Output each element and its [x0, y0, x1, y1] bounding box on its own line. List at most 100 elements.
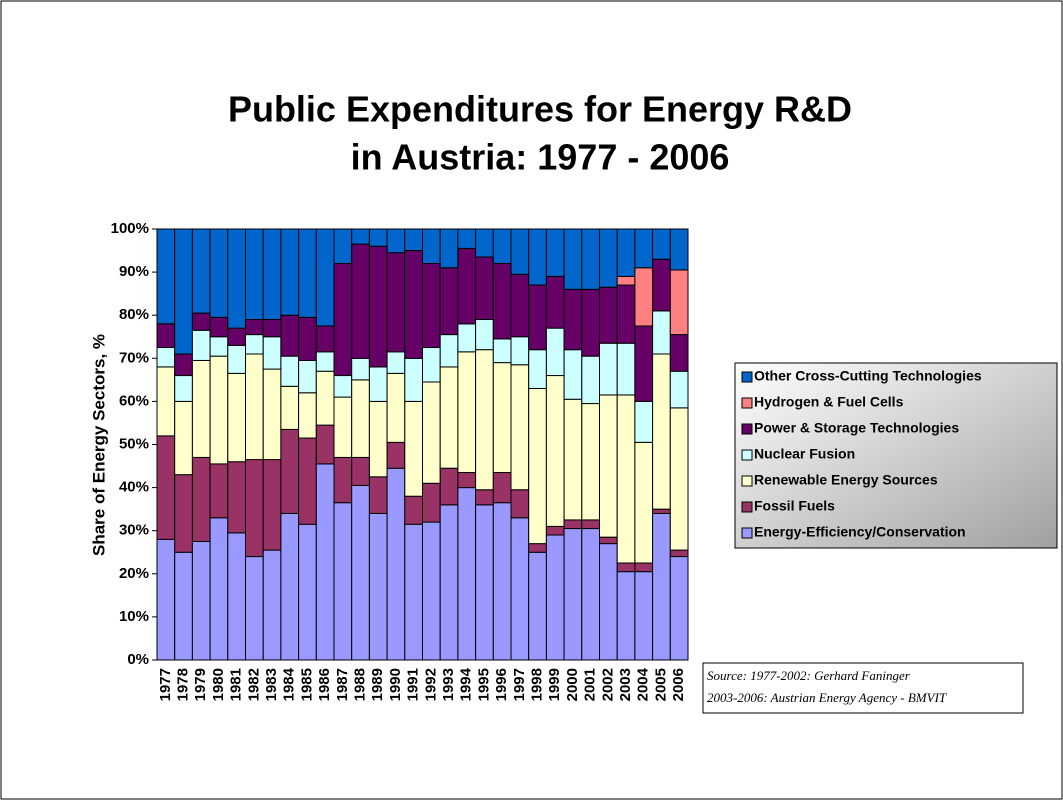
bar-segment: [333, 502, 353, 661]
bar-segment: [245, 319, 264, 336]
bar-segment: [386, 252, 406, 353]
bar-segment: [174, 474, 193, 553]
bar-segment: [581, 528, 600, 661]
bar-segment: [457, 472, 477, 489]
bar-segment: [475, 319, 494, 351]
x-tick-label: 1989: [369, 668, 386, 701]
legend-swatch: [741, 501, 753, 513]
bar-segment: [174, 375, 193, 402]
chart-title: Public Expenditures for Energy R&D: [228, 89, 852, 130]
bar-segment: [475, 349, 494, 491]
y-tick-label: 50%: [119, 435, 149, 452]
bar-segment: [492, 502, 512, 661]
bar-segment: [599, 228, 618, 288]
bar-segment: [191, 456, 211, 542]
legend-swatch: [741, 527, 753, 539]
bar-segment: [581, 519, 600, 530]
bar-segment: [280, 385, 300, 430]
bar-segment: [528, 543, 547, 553]
bar-segment: [333, 228, 353, 264]
bar-segment: [262, 336, 282, 370]
bar-segment: [191, 312, 211, 331]
bar-segment: [457, 247, 477, 325]
bar-segment: [439, 228, 459, 269]
bar-segment: [245, 334, 264, 355]
bar-segment: [457, 228, 477, 249]
bar-segment: [333, 396, 353, 458]
bar-segment: [510, 336, 530, 366]
x-tick-label: 2000: [564, 668, 581, 701]
bar-segment: [315, 424, 335, 465]
legend-swatch: [741, 397, 753, 409]
bar-segment: [563, 349, 583, 400]
bar-segment: [510, 489, 530, 519]
bar-segment: [510, 517, 530, 661]
bar-segment: [545, 534, 565, 661]
bar-segment: [227, 461, 247, 534]
x-tick-label: 1987: [334, 668, 351, 701]
x-tick-label: 2003: [617, 668, 634, 701]
bar-segment: [492, 472, 512, 504]
bar-segment: [209, 228, 229, 318]
bar-segment: [209, 336, 229, 357]
bar-segment: [386, 372, 406, 443]
bar-segment: [262, 319, 282, 338]
bar-segment: [315, 325, 335, 353]
bar-segment: [174, 551, 193, 661]
bar-segment: [652, 353, 671, 510]
bar-segment: [528, 284, 547, 351]
bar-segment: [616, 394, 636, 564]
bar-segment: [545, 228, 565, 277]
bar-segment: [191, 359, 211, 458]
bar-segment: [545, 275, 565, 329]
bar-segment: [581, 403, 600, 521]
x-tick-label: 2004: [635, 667, 652, 701]
bar-segment: [298, 392, 317, 439]
bar-segment: [669, 549, 689, 558]
bar-segment: [298, 316, 317, 361]
x-tick-label: 1982: [245, 668, 262, 701]
bar-segment: [422, 521, 441, 661]
bar-segment: [475, 228, 494, 258]
bar-segment: [439, 334, 459, 368]
bar-segment: [422, 381, 441, 484]
x-tick-label: 1996: [493, 668, 510, 701]
bar-segment: [368, 476, 388, 514]
bar-segment: [333, 456, 353, 504]
bar-segment: [386, 441, 406, 469]
bar-segment: [209, 355, 229, 465]
legend-label: Hydrogen & Fuel Cells: [754, 394, 904, 410]
bar-segment: [209, 316, 229, 338]
y-tick-label: 10%: [119, 608, 149, 625]
bar-segment: [652, 310, 671, 355]
bar-segment: [262, 368, 282, 461]
bar-segment: [191, 329, 211, 361]
legend-label: Renewable Energy Sources: [754, 472, 938, 488]
bar-segment: [298, 228, 317, 318]
legend-label: Nuclear Fusion: [754, 446, 855, 462]
bar-segment: [404, 523, 423, 661]
legend-label: Power & Storage Technologies: [754, 420, 959, 436]
bar-segment: [315, 463, 335, 661]
bar-segment: [616, 571, 636, 661]
legend-label: Fossil Fuels: [754, 498, 835, 514]
bar-segment: [422, 228, 441, 264]
y-tick-label: 80%: [119, 306, 149, 323]
y-tick-label: 100%: [111, 220, 149, 237]
y-tick-label: 60%: [119, 392, 149, 409]
bar-segment: [404, 400, 423, 497]
bar-segment: [634, 400, 654, 443]
bar-segment: [528, 228, 547, 286]
bar-segment: [262, 459, 282, 551]
bar-segment: [351, 228, 370, 245]
bar-segment: [227, 372, 247, 463]
bar-segment: [669, 269, 689, 336]
bar-segment: [439, 504, 459, 661]
x-tick-label: 1993: [440, 668, 457, 701]
y-tick-label: 70%: [119, 349, 149, 366]
x-tick-label: 1981: [228, 668, 245, 701]
bar-segment: [599, 394, 618, 538]
source-note: Source: 1977-2002: Gerhard Faninger: [707, 668, 911, 683]
bar-segment: [634, 228, 654, 269]
legend-label: Energy-Efficiency/Conservation: [754, 524, 966, 540]
